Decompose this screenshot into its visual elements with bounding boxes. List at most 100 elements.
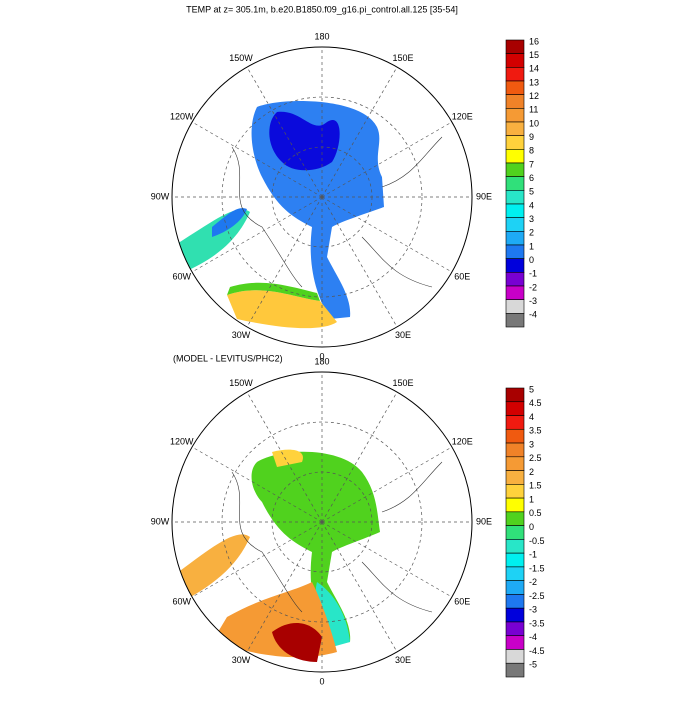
meridian (246, 391, 323, 523)
colorbar-label: -3.5 (529, 618, 545, 628)
colorbar-box (505, 621, 525, 637)
colorbar-box (505, 497, 525, 513)
lon-label: 150E (392, 378, 413, 388)
colorbar-label: -0.5 (529, 536, 545, 546)
colorbar-box (505, 539, 525, 554)
map: 0 30E 60E 90E 120E 150E 180 150W 120W 90W 60W 30W (151, 356, 492, 686)
meridian (321, 521, 398, 653)
lon-label: 30W (232, 655, 251, 665)
colorbar-label: 13 (529, 77, 539, 87)
coastline (231, 136, 443, 288)
meridian (191, 446, 323, 523)
lon-label: 180 (314, 356, 329, 366)
field (172, 101, 384, 329)
colorbar-label: 5 (529, 384, 534, 394)
meridian (321, 446, 453, 523)
colorbar-box (505, 272, 525, 287)
colorbar-label: 0 (529, 255, 534, 265)
lat-circle (221, 96, 423, 298)
front (227, 282, 320, 301)
colorbar-box (505, 67, 525, 82)
lon-label: 90W (151, 516, 170, 526)
lon-label: 90E (476, 516, 492, 526)
colorbar-label: 15 (529, 50, 539, 60)
colorbar-box (505, 217, 525, 232)
colorbar-label: 0 (529, 522, 534, 532)
lon-label: 0 (319, 351, 324, 361)
colorbar-box (505, 285, 525, 300)
colorbar-label: 2 (529, 467, 534, 477)
anomaly (172, 534, 250, 607)
colorbar-box (505, 53, 525, 68)
colorbar-box (505, 580, 525, 595)
lon-label: 120W (170, 111, 194, 121)
colorbar-label: 10 (529, 118, 539, 128)
map-border (171, 46, 473, 348)
cold-core (269, 111, 340, 171)
atlantic-water (227, 290, 337, 329)
meridian (321, 521, 453, 598)
map-title: (MODEL - LEVITUS/PHC2) (173, 353, 283, 363)
lon-label: 150E (392, 53, 413, 63)
colorbar-label: 4 (529, 412, 534, 422)
meridian (191, 196, 323, 273)
colorbar-box (505, 39, 525, 54)
lon-label: 120E (452, 436, 473, 446)
colorbar-label: -1.5 (529, 563, 545, 573)
colorbar-box (505, 484, 525, 499)
meridian (321, 391, 398, 523)
colorbar-label: -4 (529, 632, 537, 642)
colorbar-label: 8 (529, 146, 534, 156)
lon-label: 60E (454, 271, 470, 281)
colorbar-label: -4 (529, 310, 537, 320)
lon-label: 150W (229, 53, 253, 63)
colorbar-label: 7 (529, 159, 534, 169)
colorbar-label: 4.5 (529, 398, 542, 408)
colorbar-box (505, 566, 525, 581)
colorbar-label: 12 (529, 91, 539, 101)
colorbar-label: -2 (529, 282, 537, 292)
colorbar-box (505, 607, 525, 623)
lon-label: 120E (452, 111, 473, 121)
anomaly (272, 622, 322, 662)
colorbar-label: -2.5 (529, 591, 545, 601)
anomaly (272, 449, 303, 467)
baffin (212, 208, 247, 237)
colorbar-box (505, 635, 525, 650)
colorbar-box (505, 162, 525, 177)
colorbar-box (505, 525, 525, 540)
colorbar-box (505, 649, 525, 664)
lat-circle (221, 421, 423, 623)
colorbar-label: -3 (529, 296, 537, 306)
meridian (321, 196, 398, 328)
colorbar-label: 3.5 (529, 426, 542, 436)
meridian (246, 521, 323, 653)
colorbar-label: -1 (529, 550, 537, 560)
colorbar-label: -2 (529, 577, 537, 587)
colorbar-box (505, 456, 525, 471)
meridian (246, 196, 323, 328)
colorbar-box (505, 80, 525, 95)
colorbar-box (505, 662, 525, 678)
colorbar-box (505, 121, 525, 136)
colorbar-box (505, 203, 525, 218)
colorbar-label: -4.5 (529, 646, 545, 656)
colorbar-label: 16 (529, 36, 539, 46)
colorbar-label: 1 (529, 494, 534, 504)
meridian (321, 196, 453, 273)
colorbar-box (505, 401, 525, 416)
colorbar-box (505, 415, 525, 430)
colorbar-label: -5 (529, 660, 537, 670)
lon-label: 30W (232, 330, 251, 340)
colorbar-box (505, 176, 525, 191)
colorbar-label: 2.5 (529, 453, 542, 463)
colorbar-box (505, 313, 525, 328)
meridian (191, 521, 323, 598)
coastline (231, 461, 443, 613)
colorbar-box (505, 442, 525, 458)
colorbar-label: 9 (529, 132, 534, 142)
colorbar-box (505, 470, 525, 485)
colorbar-label: -1 (529, 269, 537, 279)
lon-label: 90W (151, 191, 170, 201)
